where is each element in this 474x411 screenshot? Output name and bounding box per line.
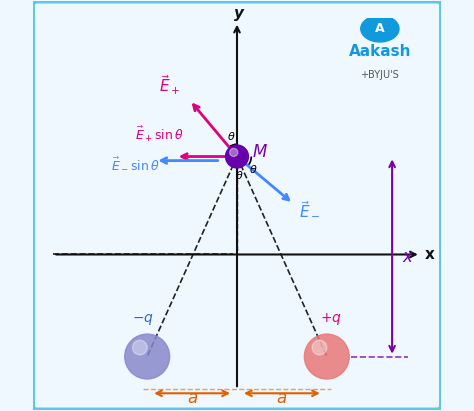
- Circle shape: [312, 340, 327, 355]
- Circle shape: [133, 340, 147, 355]
- Text: $+q$: $+q$: [320, 311, 342, 327]
- Text: $\vec{E}_+\sin\theta$: $\vec{E}_+\sin\theta$: [135, 125, 183, 144]
- Text: $\theta$: $\theta$: [249, 163, 258, 175]
- Text: a: a: [277, 390, 287, 407]
- Text: $\vec{E}_-$: $\vec{E}_-$: [299, 201, 320, 219]
- Text: $\vec{E}_+$: $\vec{E}_+$: [158, 73, 180, 97]
- Text: $\theta$: $\theta$: [235, 169, 244, 181]
- Text: x: x: [425, 247, 435, 262]
- Circle shape: [125, 334, 170, 379]
- FancyBboxPatch shape: [33, 1, 441, 410]
- Text: $\theta$: $\theta$: [227, 130, 236, 142]
- Text: $-q$: $-q$: [132, 312, 154, 327]
- Text: M: M: [253, 143, 267, 162]
- Circle shape: [304, 334, 349, 379]
- Circle shape: [226, 145, 248, 168]
- Text: a: a: [187, 390, 197, 407]
- Circle shape: [229, 148, 238, 157]
- Text: x: x: [402, 247, 412, 266]
- Text: $\vec{E}_-\sin\theta$: $\vec{E}_-\sin\theta$: [111, 157, 159, 172]
- Text: y: y: [234, 6, 244, 21]
